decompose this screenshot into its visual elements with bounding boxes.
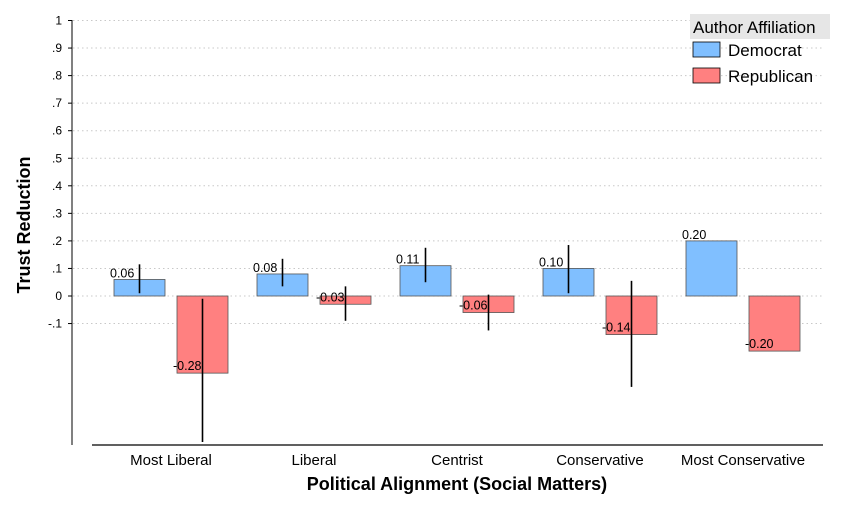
y-tick-label: .6 <box>52 124 62 138</box>
y-tick-label: .4 <box>52 179 62 193</box>
legend-label-democrat: Democrat <box>728 41 802 60</box>
data-label-democrat: 0.10 <box>539 255 563 269</box>
x-category-label: Conservative <box>556 452 644 469</box>
y-tick-label: 1 <box>55 14 62 28</box>
data-label-democrat: 0.08 <box>253 261 277 275</box>
legend-label-republican: Republican <box>728 67 813 86</box>
bars <box>113 240 801 374</box>
y-tick-label: .8 <box>52 69 62 83</box>
y-tick-label: .3 <box>52 206 62 220</box>
y-tick-label: .2 <box>52 234 62 248</box>
y-tick-label: 0 <box>55 289 62 303</box>
bar-democrat <box>685 240 738 297</box>
y-tick-label: .1 <box>52 261 62 275</box>
data-label-republican: -0.20 <box>745 337 774 351</box>
y-tick-label: .9 <box>52 41 62 55</box>
data-label-democrat: 0.11 <box>396 253 419 267</box>
data-label-republican: -0.06 <box>459 299 488 313</box>
legend-title: Author Affiliation <box>693 18 816 37</box>
data-label-republican: -0.14 <box>602 321 631 335</box>
legend: Author Affiliation Democrat Republican <box>690 14 830 86</box>
bar-republican <box>748 295 801 352</box>
y-tick-label: .7 <box>52 96 62 110</box>
y-tick-label: .5 <box>52 151 62 165</box>
y-tick-labels: 1 .9 .8 .7 .6 .5 .4 .3 .2 .1 0 -.1 <box>48 14 72 331</box>
x-category-label: Most Liberal <box>130 452 212 469</box>
data-label-republican: -0.28 <box>173 359 202 373</box>
x-category-labels: Most Liberal Liberal Centrist Conservative M… <box>130 452 805 469</box>
data-labels: 0.06 -0.28 0.08 -0.03 0.11 -0.06 0.10 -0.14 0.20… <box>110 228 774 373</box>
legend-swatch-democrat <box>692 41 721 58</box>
data-label-republican: -0.03 <box>316 290 345 304</box>
data-label-democrat: 0.06 <box>110 266 134 280</box>
error-bars <box>138 245 633 443</box>
x-axis-title: Political Alignment (Social Matters) <box>307 474 607 494</box>
x-category-label: Most Conservative <box>681 452 805 469</box>
x-category-label: Centrist <box>431 452 484 469</box>
y-tick-label: -.1 <box>48 317 62 331</box>
x-category-label: Liberal <box>291 452 336 469</box>
axes <box>71 20 823 446</box>
legend-swatch-republican <box>692 67 721 84</box>
y-axis-title: Trust Reduction <box>14 156 34 293</box>
data-label-democrat: 0.20 <box>682 228 706 242</box>
legend-title-background <box>690 14 830 39</box>
